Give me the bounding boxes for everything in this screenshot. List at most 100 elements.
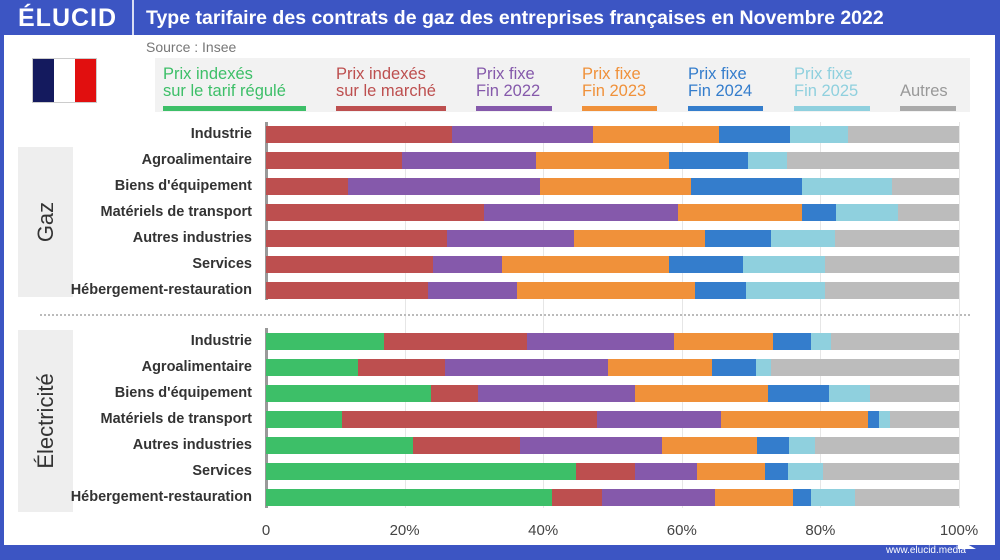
category-label: Matériels de transport bbox=[100, 204, 253, 220]
chart-title: Type tarifaire des contrats de gaz des e… bbox=[146, 7, 884, 29]
bar-segment bbox=[574, 230, 706, 247]
bar-segment bbox=[834, 230, 960, 247]
category-label: Autres industries bbox=[132, 230, 252, 246]
bar-segment bbox=[266, 256, 434, 273]
bar-segment bbox=[898, 204, 960, 221]
bar-segment bbox=[848, 126, 960, 143]
legend-swatch bbox=[688, 106, 763, 111]
bar-segment bbox=[266, 282, 429, 299]
elucid-logo: ÉLUCID bbox=[18, 4, 118, 32]
legend-label-line: sur le marché bbox=[336, 82, 436, 100]
category-label: Hébergement-restauration bbox=[70, 282, 252, 298]
bar-segment bbox=[358, 359, 446, 376]
bar-segment bbox=[715, 489, 794, 506]
legend-item: Prix indexés sur le marché bbox=[336, 65, 446, 111]
bar-segment bbox=[428, 282, 518, 299]
bar-segment bbox=[342, 411, 598, 428]
bar-segment bbox=[669, 256, 744, 273]
legend-label-line: Prix fixe bbox=[794, 65, 853, 83]
bar-segment bbox=[501, 256, 670, 273]
x-tick-label: 60% bbox=[666, 522, 697, 539]
bar-segment bbox=[770, 359, 960, 376]
legend-label-line: Prix indexés bbox=[336, 65, 426, 83]
legend-label-line: Autres bbox=[900, 82, 948, 100]
legend-item: Prix indexés sur le tarif régulé bbox=[163, 65, 306, 111]
bar-segment bbox=[520, 437, 663, 454]
bar-segment bbox=[551, 489, 603, 506]
category-label: Hébergement-restauration bbox=[70, 489, 252, 505]
bar-segment bbox=[811, 333, 832, 350]
category-label: Biens d'équipement bbox=[114, 385, 252, 401]
bar-segment bbox=[792, 489, 812, 506]
bar-segment bbox=[266, 411, 343, 428]
bar-segment bbox=[811, 489, 856, 506]
source-note: Source : Insee bbox=[146, 39, 237, 55]
bar-segment bbox=[770, 230, 836, 247]
section-separator bbox=[40, 314, 970, 316]
category-label: Industrie bbox=[190, 126, 252, 142]
header-divider bbox=[132, 0, 134, 35]
bar-segment bbox=[575, 463, 636, 480]
legend-label-line: Fin 2025 bbox=[794, 82, 859, 100]
bar-segment bbox=[535, 152, 670, 169]
category-label: Agroalimentaire bbox=[141, 359, 252, 375]
bar-segment bbox=[266, 385, 432, 402]
bar-segment bbox=[430, 385, 479, 402]
bar-segment bbox=[401, 152, 537, 169]
legend-swatch bbox=[582, 106, 657, 111]
bar-segment bbox=[445, 359, 609, 376]
bar-segment bbox=[266, 230, 448, 247]
bar-segment bbox=[889, 411, 960, 428]
legend-swatch bbox=[794, 106, 870, 111]
section-label-box: Électricité bbox=[18, 330, 73, 512]
x-tick-label: 100% bbox=[939, 522, 979, 539]
legend-swatch bbox=[336, 106, 446, 111]
bar-segment bbox=[266, 126, 453, 143]
legend-label-line: Prix fixe bbox=[476, 65, 535, 83]
elucid-flag-icon bbox=[958, 539, 976, 549]
x-tick-label: 40% bbox=[528, 522, 559, 539]
bar-segment bbox=[802, 178, 893, 195]
bar-segment bbox=[602, 489, 716, 506]
bar-segment bbox=[527, 333, 675, 350]
bar-segment bbox=[597, 411, 722, 428]
website-url[interactable]: www.elucid.media bbox=[885, 545, 966, 556]
legend-label-line: Prix indexés bbox=[163, 65, 253, 83]
legend: Prix indexés sur le tarif régulé Prix inde… bbox=[155, 58, 970, 112]
france-flag-icon bbox=[32, 58, 97, 103]
bar-segment bbox=[869, 385, 960, 402]
bar-segment bbox=[705, 230, 771, 247]
bar-segment bbox=[789, 126, 849, 143]
bar-segment bbox=[867, 411, 880, 428]
legend-label-line: Fin 2024 bbox=[688, 82, 753, 100]
bar-segment bbox=[662, 437, 758, 454]
bar-segment bbox=[266, 178, 349, 195]
category-label: Services bbox=[192, 463, 252, 479]
category-label: Services bbox=[192, 256, 252, 272]
bar-segment bbox=[412, 437, 521, 454]
bar-segment bbox=[674, 333, 774, 350]
legend-label-line: Fin 2023 bbox=[582, 82, 647, 100]
bar-segment bbox=[540, 178, 692, 195]
bar-segment bbox=[891, 178, 960, 195]
bar-segment bbox=[767, 385, 830, 402]
x-tick-label: 0 bbox=[261, 522, 271, 539]
category-label: Biens d'équipement bbox=[114, 178, 252, 194]
bar-segment bbox=[483, 204, 679, 221]
category-label: Industrie bbox=[190, 333, 252, 349]
bar-segment bbox=[814, 437, 960, 454]
bar-segment bbox=[266, 359, 359, 376]
bar-segment bbox=[719, 126, 791, 143]
section-label-box: Gaz bbox=[18, 147, 73, 297]
bar-segment bbox=[634, 463, 698, 480]
section-label: Électricité bbox=[32, 373, 58, 469]
bar-segment bbox=[690, 178, 803, 195]
bar-segment bbox=[879, 411, 891, 428]
bar-segment bbox=[855, 489, 960, 506]
bar-segment bbox=[825, 256, 960, 273]
legend-label-line: Prix fixe bbox=[582, 65, 641, 83]
bar-segment bbox=[788, 437, 816, 454]
category-label: Agroalimentaire bbox=[141, 152, 252, 168]
legend-label-line: Fin 2022 bbox=[476, 82, 541, 100]
bar-segment bbox=[836, 204, 899, 221]
